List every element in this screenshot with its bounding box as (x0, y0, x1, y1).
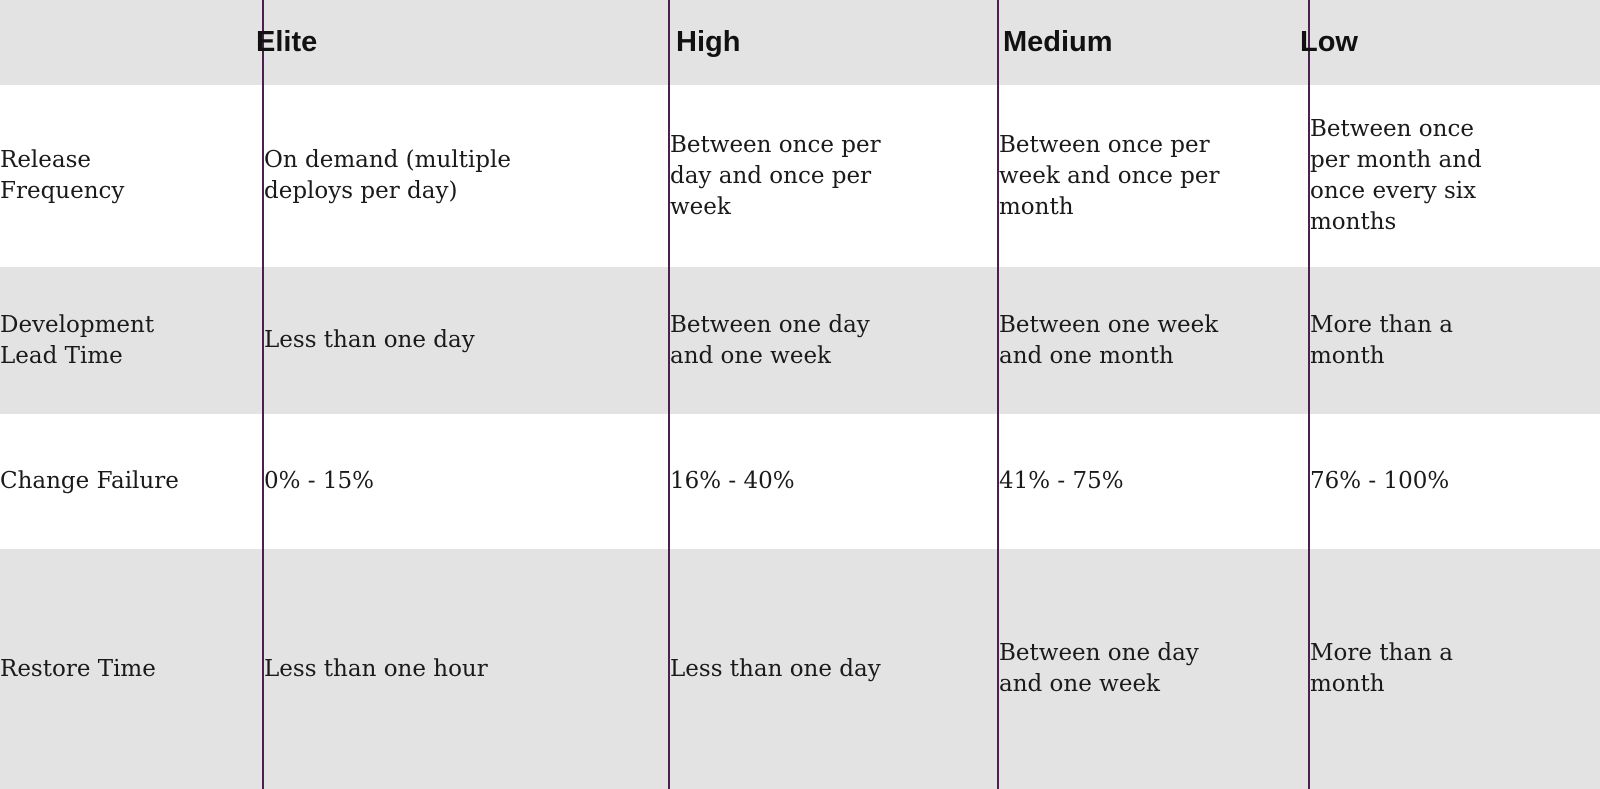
column-header-label: High (676, 26, 741, 58)
table-row-development-lead-time: Development Lead Time Less than one day … (0, 267, 1600, 414)
table-cell: 0% - 15% (262, 414, 669, 549)
cell-text: 41% - 75% (999, 468, 1124, 494)
metric-label: Development Lead Time (0, 311, 155, 369)
cell-text: 16% - 40% (670, 468, 795, 494)
cell-text: Less than one day (264, 327, 475, 353)
table-cell: 76% - 100% (1308, 414, 1600, 549)
corner-cell (0, 0, 263, 85)
cell-text: 76% - 100% (1310, 468, 1450, 494)
cell-text: Between one week and one month (999, 311, 1219, 369)
table-cell: Between once per month and once every si… (1308, 85, 1600, 267)
table-cell: On demand (multiple deploys per day) (262, 85, 669, 267)
row-header: Change Failure (0, 414, 263, 549)
row-header: Release Frequency (0, 85, 263, 267)
row-header: Restore Time (0, 549, 263, 789)
column-header-high: High (668, 0, 998, 85)
column-header-medium: Medium (997, 0, 1309, 85)
table-cell: Between one day and one week (668, 267, 998, 414)
column-header-label: Medium (1003, 26, 1113, 58)
cell-text: Between one day and one week (670, 311, 870, 369)
cell-text: Between once per week and once per month (999, 131, 1220, 220)
cell-text: More than a month (1310, 311, 1453, 369)
table-cell: Less than one day (262, 267, 669, 414)
cell-text: 0% - 15% (264, 468, 375, 494)
table-cell: More than a month (1308, 549, 1600, 789)
cell-text: More than a month (1310, 640, 1453, 697)
column-header-label: Elite (256, 26, 318, 58)
column-header-low: Low (1300, 0, 1600, 85)
header-row: Elite High Medium Low (0, 0, 1600, 85)
cell-text: Between one day and one week (999, 640, 1199, 697)
cell-text: Less than one day (670, 655, 881, 682)
table-cell: Between one week and one month (997, 267, 1309, 414)
table-cell: Between once per week and once per month (997, 85, 1309, 267)
metric-label: Release Frequency (0, 147, 125, 204)
cell-text: Between once per day and once per week (670, 131, 881, 220)
table-cell: More than a month (1308, 267, 1600, 414)
cell-text: Between once per month and once every si… (1310, 116, 1482, 235)
cell-text: On demand (multiple deploys per day) (264, 147, 511, 204)
table-row-change-failure: Change Failure 0% - 15% 16% - 40% 41% - … (0, 414, 1600, 549)
table-cell: Less than one day (668, 549, 998, 789)
metric-label: Change Failure (0, 468, 179, 494)
table-cell: Between one day and one week (997, 549, 1309, 789)
table-cell: 16% - 40% (668, 414, 998, 549)
cell-text: Less than one hour (264, 655, 488, 682)
row-header: Development Lead Time (0, 267, 263, 414)
column-header-label: Low (1300, 26, 1358, 58)
table-row-release-frequency: Release Frequency On demand (multiple de… (0, 85, 1600, 267)
column-header-elite: Elite (256, 0, 669, 85)
table-cell: Less than one hour (262, 549, 669, 789)
table-cell: Between once per day and once per week (668, 85, 998, 267)
metric-label: Restore Time (0, 655, 156, 682)
table-row-restore-time: Restore Time Less than one hour Less tha… (0, 549, 1600, 789)
table-cell: 41% - 75% (997, 414, 1309, 549)
